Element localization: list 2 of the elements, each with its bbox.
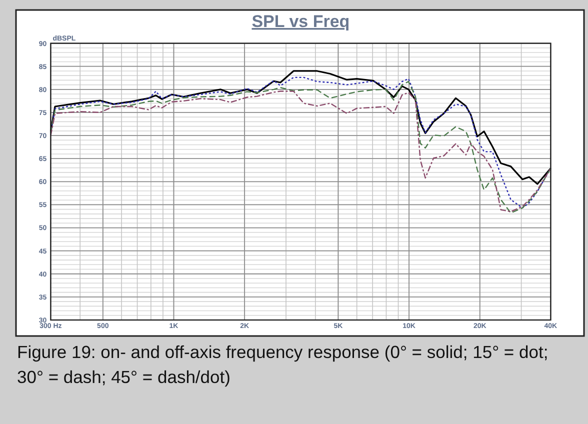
chart-title: SPL vs Freq [252, 12, 350, 31]
caption: Figure 19: on- and off-axis frequency response (0° = solid; 15° = dot; 30° = dash; 45° = dash/dot) [17, 341, 550, 389]
